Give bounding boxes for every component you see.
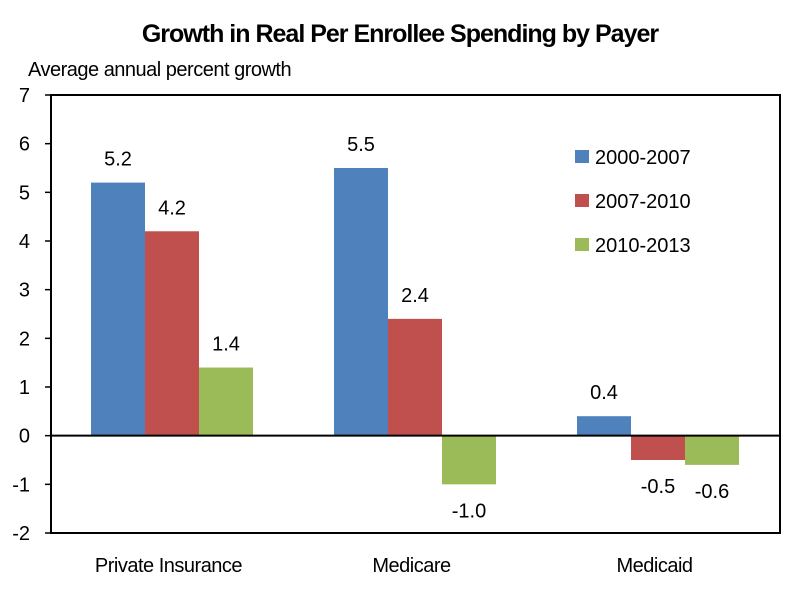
data-label: 5.5: [347, 134, 375, 156]
y-tick-label: 5: [19, 182, 30, 204]
y-tick-label: 1: [19, 377, 30, 399]
y-tick-label: 2: [19, 328, 30, 350]
bar-2000-2007-medicaid: [577, 416, 631, 436]
y-tick-label: 6: [19, 134, 30, 156]
data-label: 1.4: [212, 334, 240, 356]
legend: 2000-2007 2007-2010 2010-2013: [575, 147, 691, 257]
legend-swatch-2010-2013: [575, 238, 589, 251]
plot-frame: [50, 94, 781, 534]
y-tick-label: 4: [19, 231, 30, 253]
x-category-label: Medicaid: [616, 555, 692, 577]
y-tick-label: 7: [19, 85, 30, 107]
chart-title: Growth in Real Per Enrollee Spending by …: [142, 20, 660, 48]
y-tick-label: 3: [19, 280, 30, 302]
bar-2000-2007-medicare: [334, 168, 388, 436]
bar-2010-2013-medicare: [442, 435, 496, 485]
y-tick-label: -2: [12, 523, 30, 545]
y-tick-label: 0: [19, 426, 30, 448]
bar-2007-2010-medicare: [388, 318, 442, 436]
bar-2000-2007-private-insurance: [91, 182, 145, 436]
y-axis-label: Average annual percent growth: [28, 59, 291, 81]
legend-swatch-2007-2010: [575, 194, 589, 207]
data-label: -1.0: [452, 500, 486, 522]
x-category-label: Private Insurance: [95, 555, 243, 577]
data-label: 5.2: [104, 149, 132, 171]
data-label: -0.6: [695, 481, 729, 503]
legend-label: 2000-2007: [595, 147, 691, 169]
plot-area: 7 6 5 4 3 2 1 0 -1 -2 5.2 4.2 1.4 Private Insurance 5.…: [12, 85, 781, 577]
legend-label: 2010-2013: [595, 235, 691, 257]
bar-2010-2013-private-insurance: [199, 367, 253, 436]
bar-2007-2010-private-insurance: [145, 231, 199, 436]
bar-2007-2010-medicaid: [631, 435, 685, 460]
data-label: -0.5: [641, 476, 675, 498]
bar-2010-2013-medicaid: [685, 435, 739, 465]
data-label: 4.2: [158, 197, 186, 219]
legend-label: 2007-2010: [595, 191, 691, 213]
y-tick-label: -1: [12, 474, 30, 496]
legend-swatch-2000-2007: [575, 150, 589, 163]
data-label: 2.4: [401, 285, 429, 307]
x-category-label: Medicare: [372, 555, 451, 577]
data-label: 0.4: [590, 382, 618, 404]
